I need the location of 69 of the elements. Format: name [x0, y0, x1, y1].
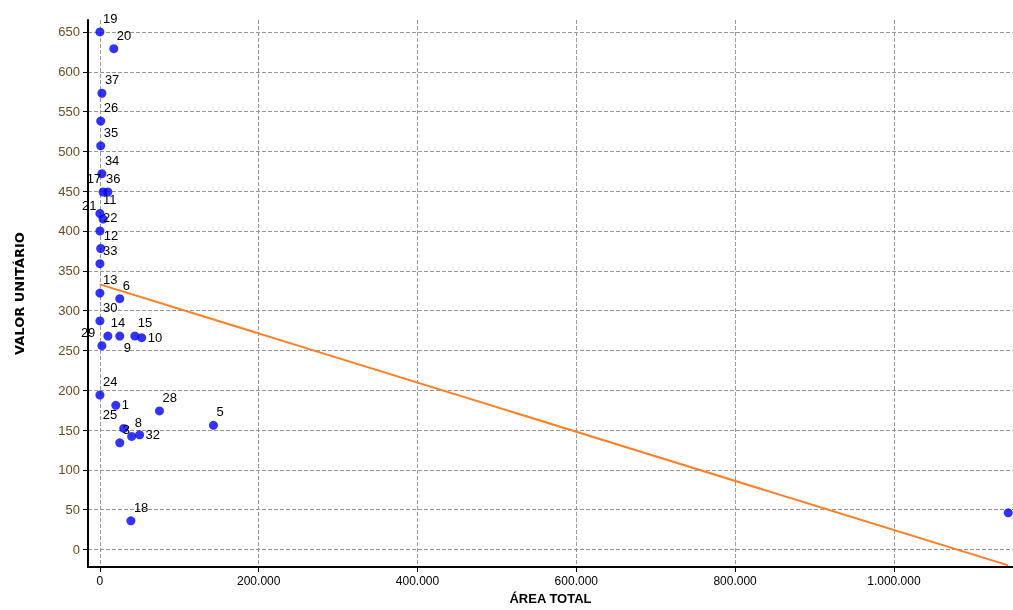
- y-tick-label: 600: [58, 64, 80, 80]
- point: [95, 27, 105, 37]
- annotation: 12: [103, 227, 119, 243]
- point: [115, 294, 125, 304]
- y-tick-label: 0: [72, 541, 80, 557]
- annotation: 20: [116, 27, 132, 43]
- point: [115, 438, 125, 448]
- y-tick-label: 150: [58, 422, 80, 438]
- point: [135, 430, 145, 440]
- annotation: 11: [102, 192, 117, 208]
- annotation: 18: [133, 499, 149, 515]
- annotation: 15: [137, 315, 153, 331]
- point: [208, 420, 218, 430]
- point: [96, 116, 106, 126]
- point: [95, 288, 105, 298]
- annotation: 10: [147, 329, 163, 345]
- point: [95, 226, 105, 236]
- y-tick-label: 500: [58, 143, 80, 159]
- x-tick-label: 1.000.000: [867, 574, 921, 588]
- annotation: 33: [102, 242, 118, 258]
- point: [95, 259, 105, 269]
- x-tick-label: 600.000: [554, 574, 599, 588]
- annotation: 9: [123, 340, 131, 356]
- annotation: 24: [102, 374, 118, 390]
- annotation: 5: [216, 404, 224, 420]
- annotation: 35: [103, 124, 119, 140]
- point: [95, 316, 105, 326]
- annotation: 32: [145, 426, 161, 442]
- point: [96, 141, 106, 151]
- y-tick-label: 450: [58, 183, 80, 199]
- annotation: 19: [102, 10, 118, 26]
- y-tick-label: 400: [58, 223, 80, 239]
- annotation: 26: [103, 100, 119, 116]
- y-tick-label: 550: [58, 104, 80, 120]
- y-tick-label: 650: [58, 24, 80, 40]
- annotation: 1: [121, 397, 130, 413]
- x-tick-label: 800.000: [713, 574, 758, 588]
- y-tick-label: 350: [58, 263, 80, 279]
- annotation: 13: [102, 272, 118, 288]
- y-tick-label: 300: [58, 303, 80, 319]
- y-tick-label: 250: [58, 342, 80, 358]
- annotation: 25: [102, 407, 118, 423]
- point: [95, 390, 105, 400]
- x-tick-label: 200.000: [237, 574, 281, 588]
- point: [97, 88, 107, 98]
- point: [111, 400, 121, 410]
- annotation: 8: [134, 415, 142, 431]
- y-tick-label: 100: [58, 462, 80, 478]
- y-axis-title: VALOR UNITÁRIO: [12, 232, 27, 355]
- point: [103, 331, 113, 341]
- point: [137, 333, 147, 343]
- y-tick-label: 200: [58, 382, 80, 398]
- annotation: 14: [110, 315, 126, 331]
- x-tick-label: 0: [96, 574, 104, 588]
- annotation: 28: [162, 389, 177, 405]
- point: [109, 44, 119, 54]
- point: [97, 341, 107, 351]
- point: [126, 516, 136, 526]
- point: [154, 406, 164, 416]
- x-tick-label: 400.000: [395, 574, 440, 588]
- annotation: 34: [104, 152, 120, 168]
- annotation: 36: [106, 170, 121, 186]
- x-axis-title: ÁREA TOTAL: [509, 590, 592, 606]
- point: [115, 331, 125, 341]
- point: [1003, 508, 1013, 518]
- annotation: 6: [122, 277, 130, 293]
- annotation: 37: [104, 72, 120, 88]
- y-tick-label: 50: [65, 502, 80, 518]
- annotation: 30: [102, 299, 118, 315]
